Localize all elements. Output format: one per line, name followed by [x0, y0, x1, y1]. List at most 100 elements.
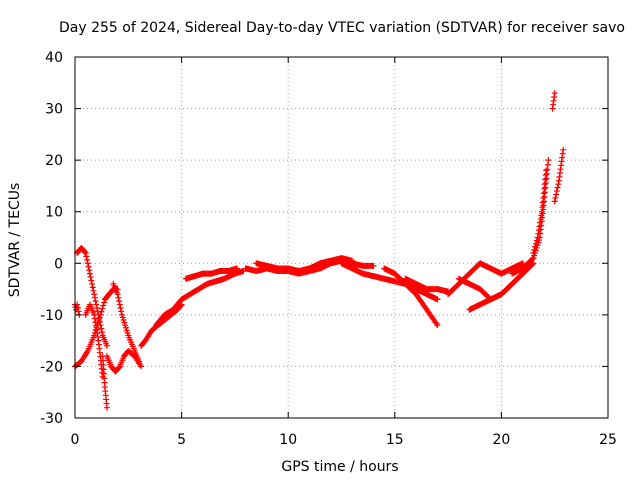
data-point: [74, 304, 81, 311]
data-point: [545, 157, 552, 164]
data-point: [553, 188, 560, 195]
y-tick-label: -10: [40, 308, 63, 324]
data-point: [93, 326, 100, 333]
y-tick-label: -20: [40, 359, 63, 375]
series-arc-l: [253, 255, 356, 275]
data-point: [138, 363, 145, 370]
y-tick-label: 10: [45, 205, 63, 221]
data-point: [118, 308, 125, 315]
series-arc-g: [110, 280, 142, 365]
x-tick-label: 20: [492, 432, 510, 448]
data-point: [234, 265, 241, 272]
y-axis-ticks: -30 -20 -10 0 10 20 30 40: [40, 50, 608, 427]
series-arc-r: [466, 270, 526, 313]
data-point: [560, 146, 567, 153]
data-point: [86, 267, 93, 274]
data-point: [93, 322, 100, 329]
data-point: [554, 184, 561, 191]
y-tick-label: 20: [45, 153, 63, 169]
series-arc-j: [182, 265, 241, 282]
data-point: [116, 298, 123, 305]
data-point: [552, 194, 559, 201]
data-point: [85, 263, 92, 270]
x-tick-label: 15: [386, 432, 404, 448]
data-point: [89, 284, 96, 291]
data-point: [99, 329, 106, 336]
data-point: [90, 287, 97, 294]
y-tick-label: 30: [45, 102, 63, 118]
data-point: [103, 342, 110, 349]
data-point: [84, 260, 91, 267]
data-point: [531, 246, 538, 253]
data-point: [543, 167, 550, 174]
data-point: [551, 198, 558, 205]
data-point: [94, 330, 101, 337]
chart-grid: [75, 57, 608, 418]
series-arc-e: [99, 353, 110, 411]
x-tick-label: 25: [599, 432, 617, 448]
data-point: [518, 271, 525, 278]
data-point: [537, 219, 544, 226]
data-point: [81, 248, 88, 255]
series-arc-m: [338, 260, 441, 303]
data-point: [533, 237, 540, 244]
y-tick-label: 40: [45, 50, 63, 66]
series-arc-a: [72, 301, 83, 318]
data-point: [88, 277, 95, 284]
data-point: [91, 291, 98, 298]
data-point: [370, 262, 377, 269]
data-point: [100, 302, 107, 309]
data-point: [530, 249, 537, 256]
data-point: [93, 301, 100, 308]
data-point: [555, 181, 562, 188]
data-point: [91, 315, 98, 322]
series-arc-n: [381, 265, 441, 329]
data-point: [115, 364, 122, 371]
plot-area-border: [74, 56, 609, 419]
data-point: [536, 223, 543, 230]
data-point: [434, 296, 441, 303]
x-axis-ticks: 0 5 10 15 20 25: [71, 57, 617, 448]
data-point: [115, 294, 122, 301]
data-point: [529, 256, 536, 263]
series-arc-u: [549, 90, 558, 112]
x-tick-label: 10: [279, 432, 297, 448]
data-point: [349, 257, 356, 264]
data-point: [538, 212, 545, 219]
x-axis-label: GPS time / hours: [281, 459, 398, 475]
data-point: [91, 294, 98, 301]
data-points: [72, 90, 567, 411]
chart-title: Day 255 of 2024, Sidereal Day-to-day VTE…: [59, 20, 625, 36]
data-point: [100, 299, 107, 306]
data-point: [92, 298, 99, 305]
data-point: [114, 291, 121, 298]
data-point: [103, 404, 110, 411]
y-axis-label: SDTVAR / TECUs: [7, 183, 23, 298]
data-point: [535, 227, 542, 234]
data-point: [532, 240, 539, 247]
data-point: [135, 358, 142, 365]
data-point: [98, 308, 105, 315]
data-point: [75, 308, 82, 315]
data-point: [94, 304, 101, 311]
data-point: [89, 280, 96, 287]
series-arc-o: [402, 275, 452, 295]
y-tick-label: -30: [40, 411, 63, 427]
data-point: [98, 325, 105, 332]
data-point: [92, 319, 99, 326]
data-point: [117, 304, 124, 311]
data-point: [553, 191, 560, 198]
series-arc-i: [153, 268, 247, 329]
data-point: [82, 249, 89, 256]
data-point: [519, 270, 526, 277]
data-point: [83, 253, 90, 260]
data-point: [86, 270, 93, 277]
series-arc-h: [138, 301, 185, 349]
y-tick-label: 0: [54, 256, 63, 272]
series-arc-d: [82, 301, 106, 380]
series-arc-p: [445, 260, 526, 298]
data-point: [535, 230, 542, 237]
series-arc-t: [530, 167, 550, 256]
data-point: [116, 301, 123, 308]
